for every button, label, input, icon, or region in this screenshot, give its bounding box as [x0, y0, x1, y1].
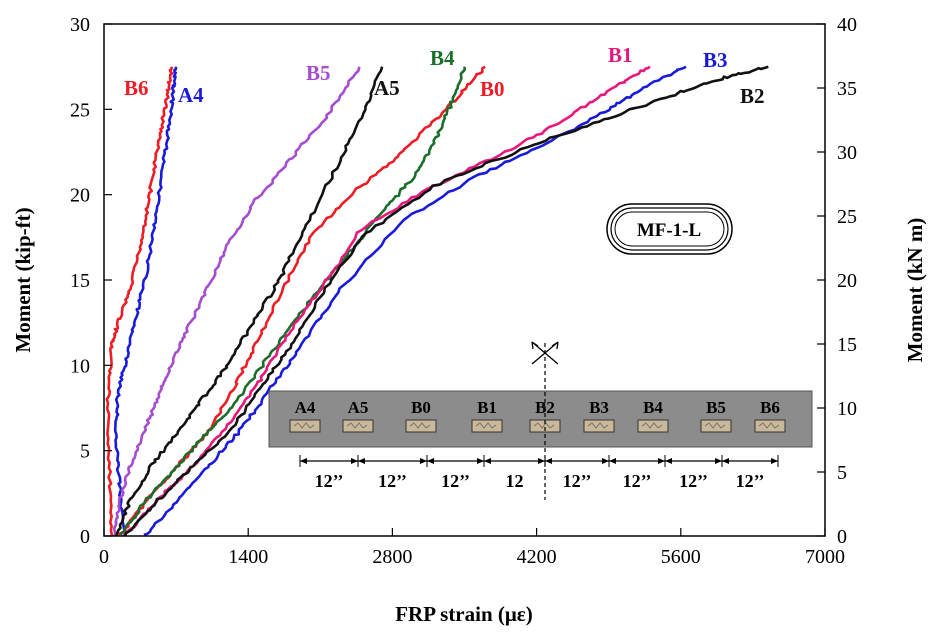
- arrowhead: [658, 458, 665, 464]
- x-tick-label: 0: [99, 546, 109, 568]
- arrowhead: [420, 458, 427, 464]
- y2-tick-label: 40: [837, 14, 857, 36]
- series-label-b6: B6: [124, 76, 149, 100]
- series-line-a5: [114, 66, 384, 536]
- gauge-pattern: [758, 422, 780, 429]
- series-label-b4: B4: [430, 46, 455, 70]
- x-axis-title: FRP strain (με): [395, 602, 533, 626]
- arrowhead: [545, 458, 552, 464]
- spacing-label: 12’’: [679, 471, 708, 491]
- y-axis-title: Moment (kip-ft): [11, 207, 35, 352]
- x-tick-label: 5600: [661, 546, 701, 568]
- gauge-pattern: [346, 422, 368, 429]
- spacing-label: 12’’: [441, 471, 470, 491]
- series-line-a4: [113, 66, 178, 536]
- arrowhead: [477, 458, 484, 464]
- spacing-label: 12’’: [378, 471, 407, 491]
- badge-label: MF-1-L: [637, 220, 701, 241]
- spacing-label: 12’’: [315, 471, 344, 491]
- y-tick-label: 25: [70, 99, 90, 121]
- y-tick-label: 0: [80, 526, 90, 548]
- y-tick-label: 10: [70, 355, 90, 377]
- gauge-label-b0: B0: [411, 398, 431, 417]
- gauge-pattern: [409, 422, 431, 429]
- series-line-b2: [124, 65, 769, 536]
- series-label-b1: B1: [608, 43, 633, 67]
- gauge-pattern: [533, 422, 555, 429]
- arrowhead: [484, 458, 491, 464]
- series-curves: [105, 65, 769, 536]
- y2-tick-label: 15: [837, 334, 857, 356]
- y2-tick-label: 10: [837, 398, 857, 420]
- arrowhead: [665, 458, 672, 464]
- y2-tick-label: 25: [837, 206, 857, 228]
- spacing-label: 12’’: [623, 471, 652, 491]
- arrowhead: [351, 458, 358, 464]
- y2-axis-title: Moment (kN m): [903, 218, 927, 363]
- series-line-b1: [122, 65, 651, 536]
- gauge-label-b1: B1: [477, 398, 497, 417]
- arrowhead: [602, 458, 609, 464]
- badge: MF-1-L: [606, 203, 733, 255]
- gauge-label-a5: A5: [348, 398, 369, 417]
- arrowhead: [538, 458, 545, 464]
- gauge-pattern: [293, 422, 315, 429]
- y-tick-label: 30: [70, 14, 90, 36]
- series-line-b0: [117, 65, 486, 536]
- y2-tick-label: 20: [837, 270, 857, 292]
- gauge-pattern: [641, 422, 663, 429]
- arrowhead: [300, 458, 307, 464]
- gauge-pattern: [475, 422, 497, 429]
- gauge-label-b5: B5: [706, 398, 726, 417]
- series-label-a4: A4: [178, 83, 204, 107]
- gauge-pattern: [704, 422, 726, 429]
- y2-tick-label: 0: [837, 526, 847, 548]
- arrowhead: [715, 458, 722, 464]
- y-tick-label: 5: [80, 441, 90, 463]
- load-point-icon: [531, 341, 559, 365]
- spacing-label: 12’’: [736, 471, 765, 491]
- x-tick-label: 1400: [228, 546, 268, 568]
- series-label-b2: B2: [740, 84, 765, 108]
- beam-section: [268, 390, 813, 448]
- gauge-pattern: [587, 422, 609, 429]
- arrowhead: [771, 458, 778, 464]
- series-line-b3: [143, 65, 687, 536]
- arrowhead: [427, 458, 434, 464]
- series-line-b4: [119, 66, 466, 536]
- gauge-label-b4: B4: [643, 398, 663, 417]
- y2-tick-label: 30: [837, 142, 857, 164]
- y-tick-label: 15: [70, 270, 90, 292]
- series-labels: B6 A4 B5 A5 B0 B4 B1 B3 B2: [124, 43, 765, 108]
- series-line-b5: [113, 66, 361, 536]
- series-label-b0: B0: [480, 77, 505, 101]
- x-tick-label: 4200: [517, 546, 557, 568]
- spacing-label: 12: [506, 471, 524, 491]
- axes: 0 1400 2800 4200 5600 70000510152025300510152…: [70, 14, 857, 568]
- series-line-b6: [105, 66, 174, 536]
- arrowhead: [609, 458, 616, 464]
- x-tick-label: 7000: [805, 546, 845, 568]
- y2-tick-label: 35: [837, 78, 857, 100]
- y2-tick-label: 5: [837, 462, 847, 484]
- series-label-a5: A5: [374, 76, 400, 100]
- y-tick-label: 20: [70, 185, 90, 207]
- gauge-label-a4: A4: [295, 398, 316, 417]
- series-label-b3: B3: [703, 48, 728, 72]
- arrowhead: [722, 458, 729, 464]
- arrowhead: [358, 458, 365, 464]
- gauge-label-b3: B3: [589, 398, 609, 417]
- series-label-b5: B5: [306, 61, 331, 85]
- gauge-label-b6: B6: [760, 398, 780, 417]
- x-tick-label: 2800: [372, 546, 412, 568]
- spacing-label: 12’’: [563, 471, 592, 491]
